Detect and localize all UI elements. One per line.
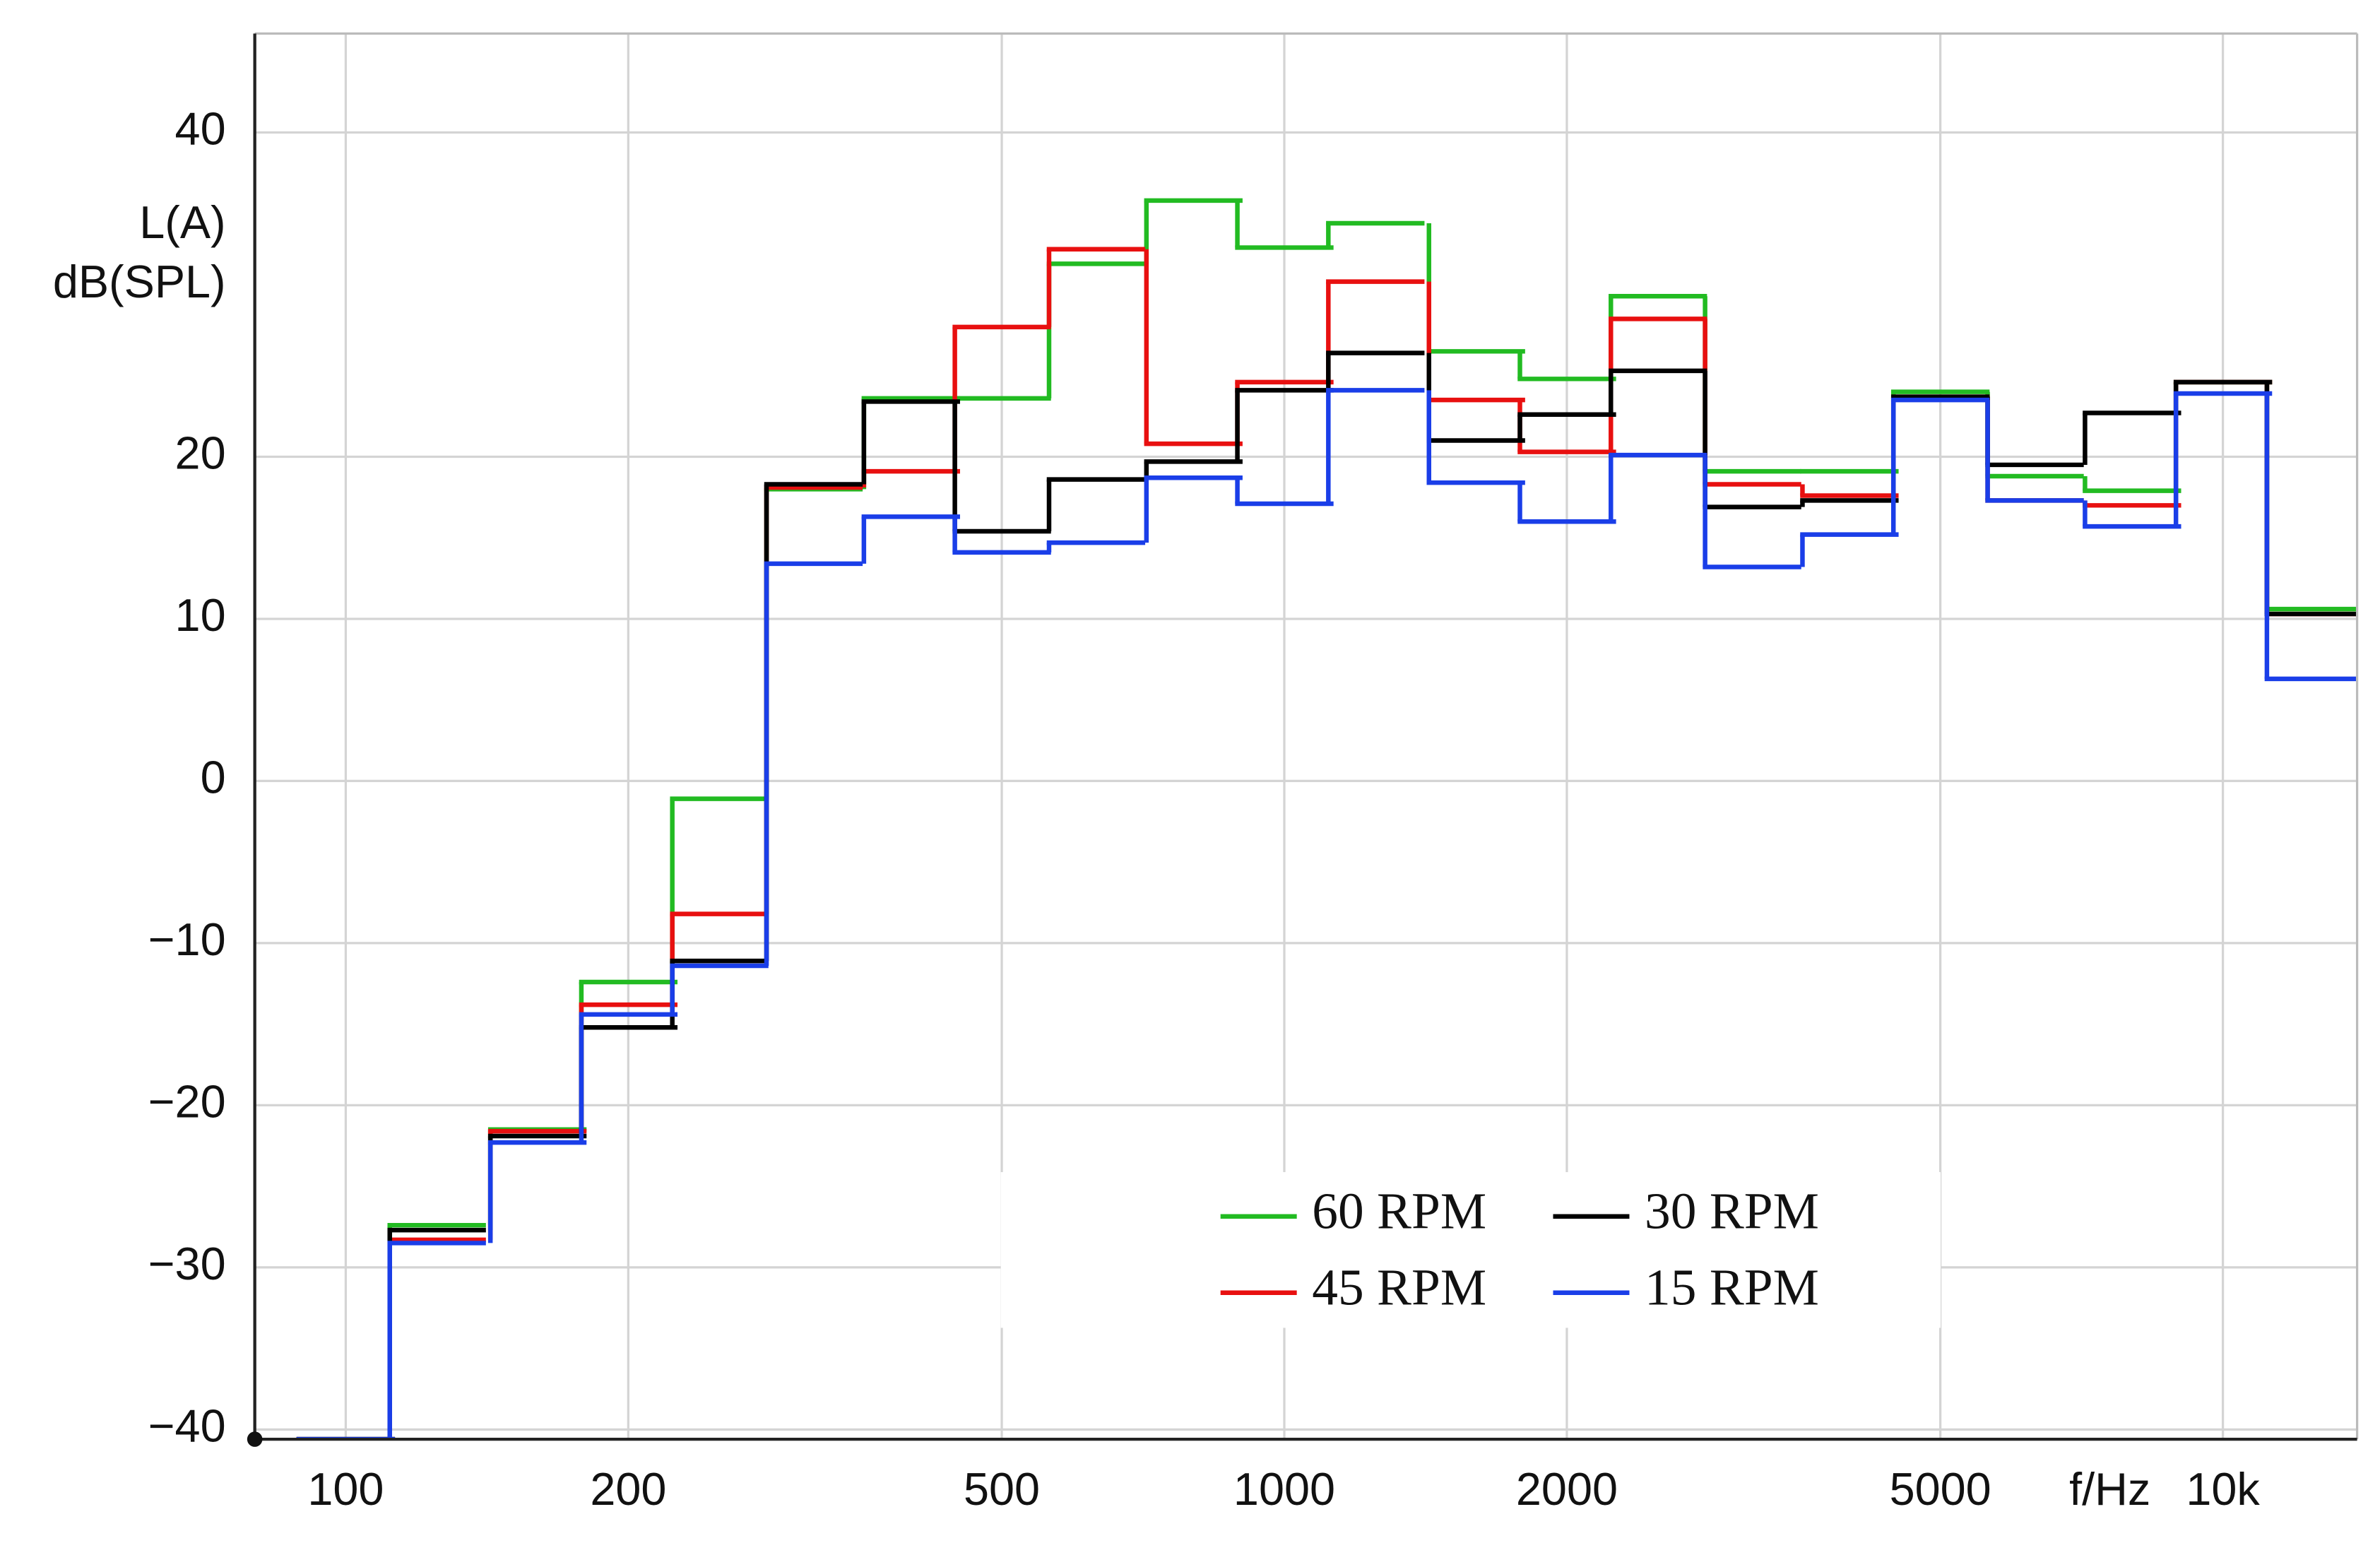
plot-area [296,198,2357,1440]
x-tick-label: 10k [2186,1463,2260,1515]
x-tick-label: 1000 [1233,1463,1335,1515]
x-tick-label: 200 [590,1463,666,1515]
y-tick-label: 10 [175,589,226,641]
legend-label: 15 RPM [1645,1259,1819,1316]
x-tick-label: 5000 [1890,1463,1991,1515]
origin-dot [247,1431,263,1447]
legend-background [1000,1172,1941,1328]
y-tick-label: 0 [201,752,226,803]
y-tick-label: −40 [148,1400,226,1451]
x-tick-label: 2000 [1516,1463,1618,1515]
y-tick-label: 20 [175,427,226,479]
legend-label: 30 RPM [1645,1183,1819,1240]
x-tick-label: 100 [307,1463,384,1515]
x-tick-label: 500 [964,1463,1040,1515]
legend-label: 45 RPM [1312,1259,1486,1316]
x-axis-label: f/Hz [2069,1463,2150,1515]
legend-label: 60 RPM [1312,1183,1486,1240]
legend: 60 RPM 45 RPM 30 RPM 15 RPM [1220,1183,1819,1316]
y-tick-label: −30 [148,1238,226,1289]
y-tick-label: −20 [148,1075,226,1127]
y-axis-label: L(A) [139,196,225,248]
y-tick-label: 40 [175,103,226,155]
y-axis-label: dB(SPL) [53,256,226,307]
y-tick-label: −10 [148,914,226,965]
